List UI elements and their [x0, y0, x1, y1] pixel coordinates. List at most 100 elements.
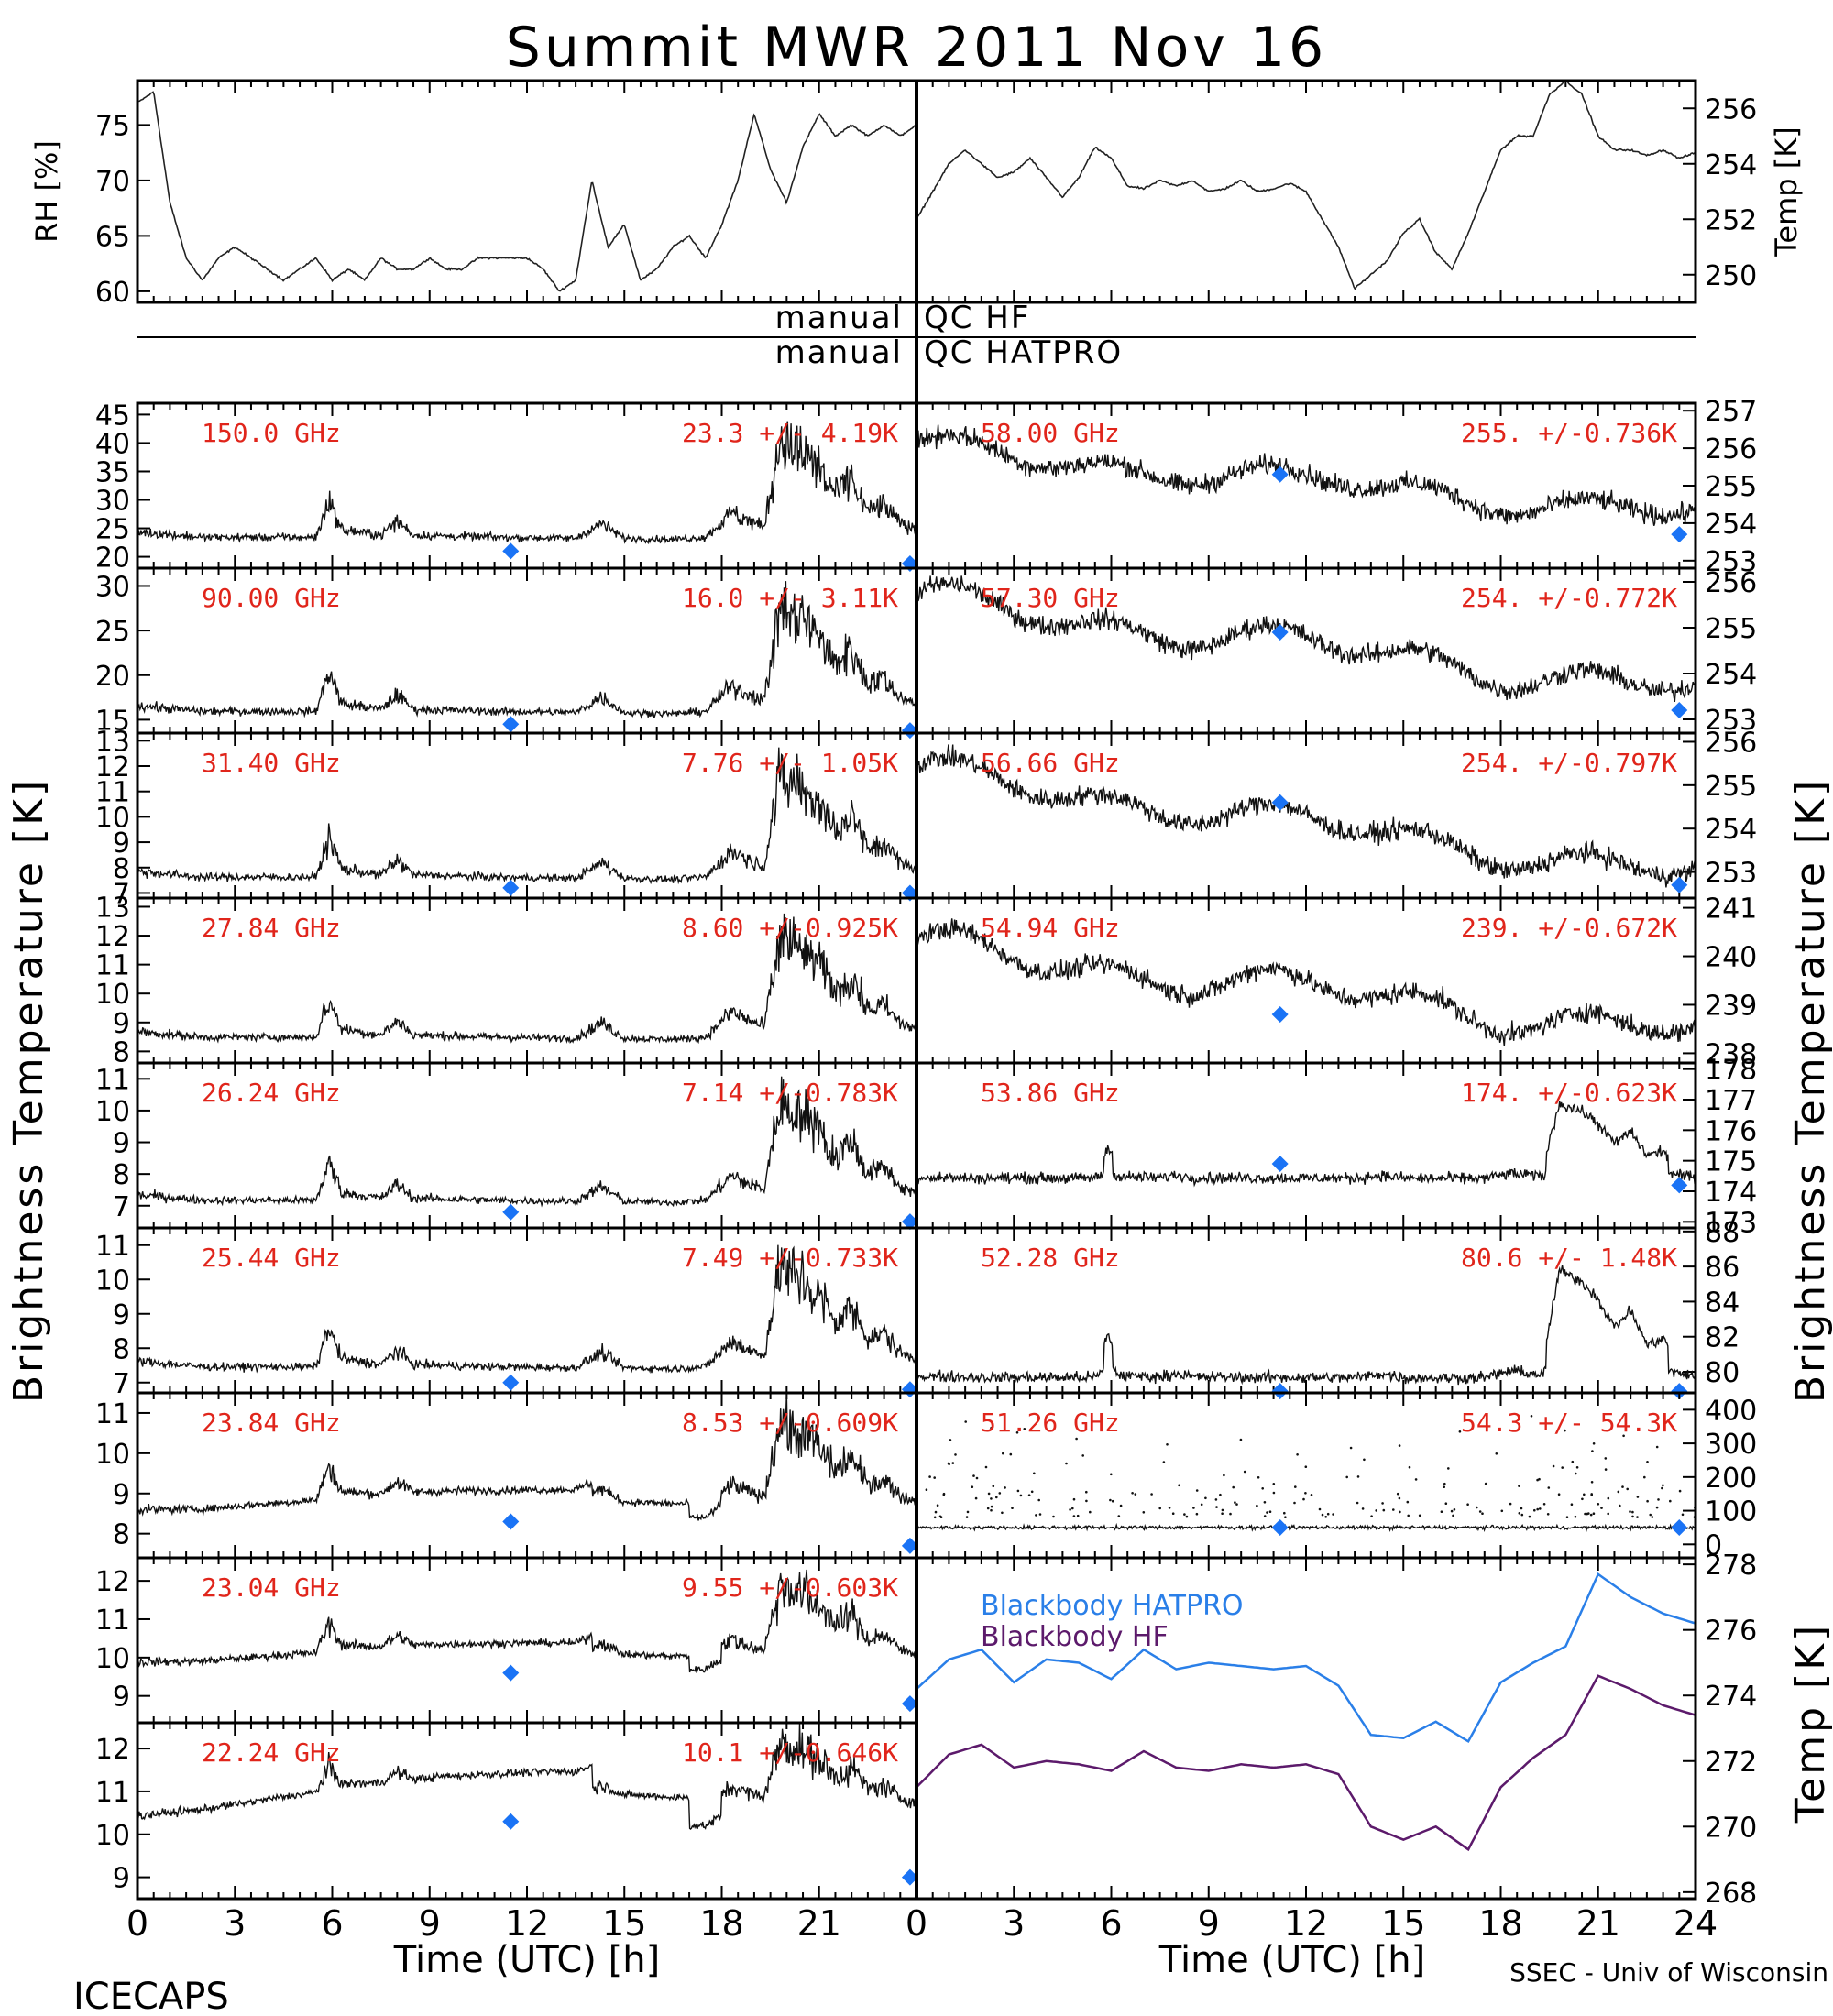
- outlier-point: [1575, 1466, 1579, 1469]
- outlier-point: [1646, 1461, 1649, 1463]
- outlier-point: [1520, 1507, 1523, 1510]
- outlier-point: [1586, 1512, 1588, 1516]
- x-tick-label-left: 18: [699, 1903, 743, 1944]
- y-tick-label: 10: [95, 802, 130, 834]
- outlier-point: [1604, 1468, 1608, 1471]
- outlier-point: [1443, 1485, 1445, 1488]
- series-line: [916, 1101, 1696, 1188]
- panel-tb22: 9 10 11 12 22.24 GHz 10.1 +/-0.646K: [95, 1721, 918, 1901]
- outlier-point: [987, 1492, 991, 1496]
- y-tick-label: 254: [1705, 814, 1757, 846]
- outlier-point: [1407, 1514, 1410, 1517]
- x-tick-label-left: 3: [224, 1903, 246, 1944]
- y-tick-label: 272: [1705, 1747, 1757, 1779]
- outlier-point: [1581, 1497, 1584, 1501]
- outlier-point: [1631, 1510, 1634, 1514]
- y-tick-label: 30: [95, 571, 130, 603]
- outlier-point: [1134, 1493, 1137, 1496]
- series-line: [916, 575, 1696, 703]
- series-line: [137, 1244, 917, 1375]
- y-tick-label: 10: [95, 1096, 130, 1128]
- outlier-point: [1500, 1509, 1504, 1513]
- frequency-label: 56.66 GHz: [981, 748, 1120, 778]
- qc-label-left-1: manual: [775, 300, 903, 336]
- outlier-point: [1326, 1512, 1330, 1516]
- outlier-point: [1636, 1496, 1640, 1498]
- outlier-point: [1009, 1452, 1013, 1456]
- outlier-point: [1363, 1458, 1366, 1462]
- y-tick-label: 11: [95, 1605, 130, 1637]
- qc-label-hatpro: QC HATPRO: [924, 334, 1123, 371]
- sounding-marker: [1671, 526, 1688, 543]
- outlier-point: [1166, 1443, 1169, 1446]
- y-tick-label: 7: [113, 1191, 130, 1223]
- outlier-point: [1661, 1486, 1663, 1490]
- outlier-point: [1478, 1510, 1482, 1513]
- outlier-point: [1557, 1493, 1561, 1496]
- y-tick-label: 278: [1705, 1550, 1757, 1582]
- outlier-point: [1536, 1478, 1539, 1482]
- outlier-point: [1232, 1485, 1235, 1489]
- outlier-point: [986, 1507, 990, 1510]
- series-line: [916, 1522, 1696, 1533]
- series-line: [137, 581, 917, 719]
- y-axis-label: RH [%]: [29, 140, 64, 243]
- outlier-point: [1332, 1513, 1334, 1516]
- outlier-point: [1304, 1465, 1308, 1468]
- x-tick-label-right: 9: [1198, 1903, 1220, 1944]
- y-tick-label: 10: [95, 1643, 130, 1675]
- outlier-point: [1649, 1513, 1652, 1517]
- outlier-point: [1597, 1503, 1600, 1506]
- y-tick-label: 100: [1705, 1496, 1757, 1528]
- outlier-point: [1221, 1512, 1224, 1515]
- outlier-point: [971, 1485, 974, 1488]
- y-tick-label: 75: [95, 110, 130, 142]
- outlier-point: [1450, 1509, 1454, 1513]
- outlier-point: [1520, 1513, 1524, 1517]
- frequency-label: 25.44 GHz: [202, 1243, 341, 1273]
- outlier-point: [1168, 1507, 1171, 1509]
- outlier-point: [1272, 1491, 1276, 1495]
- legend-hatpro: Blackbody HATPRO: [981, 1590, 1244, 1622]
- y-tick-label: 253: [1705, 546, 1757, 578]
- outlier-point: [1575, 1472, 1577, 1475]
- y-tick-label: 238: [1705, 1038, 1757, 1070]
- y-tick-label: 40: [95, 428, 130, 460]
- outlier-point: [1539, 1507, 1542, 1510]
- ylabel-main-right: Brightness Temperature [K]: [1787, 778, 1833, 1403]
- outlier-point: [1552, 1464, 1555, 1468]
- sounding-marker: [901, 1868, 918, 1886]
- outlier-point: [1204, 1496, 1207, 1500]
- y-tick-label: 10: [95, 1820, 130, 1852]
- outlier-point: [1408, 1465, 1411, 1469]
- outlier-point: [1382, 1508, 1386, 1512]
- stats-label: 8.53 +/-0.609K: [682, 1408, 898, 1438]
- outlier-point: [1019, 1494, 1023, 1497]
- outlier-point: [1600, 1507, 1603, 1509]
- x-tick-label-left: 12: [505, 1903, 549, 1944]
- x-tick-label-right: 24: [1674, 1903, 1718, 1944]
- outlier-point: [1678, 1489, 1682, 1493]
- qc-label-hf: QC HF: [924, 300, 1030, 336]
- y-tick-label: 45: [95, 400, 130, 432]
- outlier-point: [1072, 1515, 1076, 1517]
- outlier-point: [1235, 1503, 1238, 1506]
- outlier-point: [1530, 1415, 1533, 1418]
- outlier-point: [1592, 1442, 1596, 1445]
- outlier-point: [1162, 1461, 1166, 1463]
- outlier-point: [1458, 1430, 1462, 1433]
- y-tick-label: 60: [95, 277, 130, 309]
- outlier-point: [1239, 1438, 1243, 1441]
- outlier-point: [1399, 1510, 1401, 1514]
- outlier-point: [1643, 1475, 1646, 1479]
- xaxis-label-right: Time (UTC) [h]: [1158, 1939, 1425, 1981]
- y-tick-label: 250: [1705, 260, 1757, 292]
- y-tick-label: 173: [1705, 1207, 1757, 1239]
- sounding-marker: [1271, 1006, 1289, 1024]
